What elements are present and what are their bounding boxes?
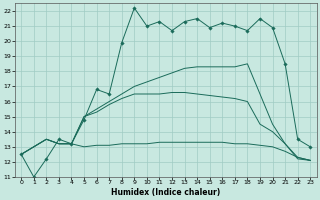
X-axis label: Humidex (Indice chaleur): Humidex (Indice chaleur) — [111, 188, 220, 197]
